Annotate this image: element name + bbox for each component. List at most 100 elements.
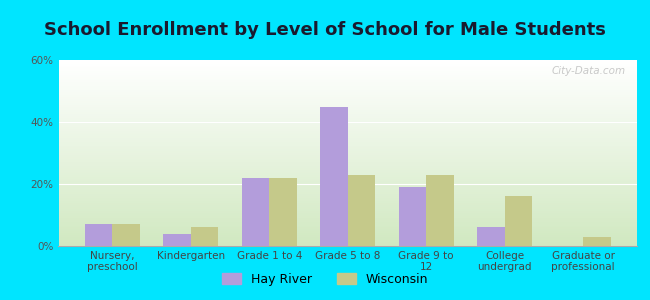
Bar bbox=[58, 110, 637, 112]
Bar bbox=[58, 94, 637, 95]
Bar bbox=[58, 226, 637, 227]
Bar bbox=[58, 173, 637, 175]
Bar bbox=[58, 123, 637, 125]
Bar bbox=[58, 237, 637, 239]
Bar bbox=[58, 80, 637, 82]
Bar bbox=[58, 105, 637, 106]
Bar bbox=[58, 82, 637, 84]
Bar bbox=[58, 242, 637, 244]
Bar bbox=[58, 190, 637, 192]
Text: School Enrollment by Level of School for Male Students: School Enrollment by Level of School for… bbox=[44, 21, 606, 39]
Bar bbox=[58, 209, 637, 211]
Bar bbox=[58, 108, 637, 110]
Bar bbox=[58, 140, 637, 142]
Bar bbox=[58, 88, 637, 90]
Bar bbox=[58, 73, 637, 75]
Bar bbox=[58, 200, 637, 201]
Bar bbox=[58, 160, 637, 162]
Bar bbox=[58, 142, 637, 144]
Bar bbox=[58, 224, 637, 226]
Bar bbox=[58, 157, 637, 159]
Bar bbox=[58, 112, 637, 114]
Bar bbox=[426, 175, 454, 246]
Bar bbox=[58, 131, 637, 133]
Bar bbox=[58, 127, 637, 129]
Bar bbox=[58, 147, 637, 149]
Bar bbox=[58, 159, 637, 161]
Bar bbox=[505, 196, 532, 246]
Bar bbox=[58, 168, 637, 170]
Bar bbox=[84, 224, 112, 246]
Bar bbox=[58, 101, 637, 103]
Bar bbox=[58, 84, 637, 86]
Text: City-Data.com: City-Data.com bbox=[551, 66, 625, 76]
Bar bbox=[58, 194, 637, 196]
Bar bbox=[58, 183, 637, 184]
Bar bbox=[58, 90, 637, 92]
Bar bbox=[58, 71, 637, 73]
Bar bbox=[58, 201, 637, 203]
Bar bbox=[58, 106, 637, 108]
Bar bbox=[58, 119, 637, 122]
Legend: Hay River, Wisconsin: Hay River, Wisconsin bbox=[217, 268, 433, 291]
Bar bbox=[58, 86, 637, 88]
Bar bbox=[58, 184, 637, 187]
Bar bbox=[320, 106, 348, 246]
Bar bbox=[269, 178, 297, 246]
Bar bbox=[58, 153, 637, 155]
Bar bbox=[398, 187, 426, 246]
Bar bbox=[58, 211, 637, 212]
Bar bbox=[58, 64, 637, 66]
Bar bbox=[58, 233, 637, 235]
Bar bbox=[58, 97, 637, 99]
Bar bbox=[58, 231, 637, 233]
Bar bbox=[58, 79, 637, 80]
Bar bbox=[58, 187, 637, 188]
Bar bbox=[58, 129, 637, 131]
Bar bbox=[242, 178, 269, 246]
Bar bbox=[58, 179, 637, 181]
Bar bbox=[58, 66, 637, 68]
Bar bbox=[58, 207, 637, 209]
Bar bbox=[58, 240, 637, 242]
Bar bbox=[58, 212, 637, 214]
Bar bbox=[58, 125, 637, 127]
Bar bbox=[58, 77, 637, 79]
Bar bbox=[58, 162, 637, 164]
Bar bbox=[348, 175, 375, 246]
Bar bbox=[58, 144, 637, 146]
Bar bbox=[58, 92, 637, 94]
Bar bbox=[112, 224, 140, 246]
Bar bbox=[58, 62, 637, 64]
Bar bbox=[58, 166, 637, 168]
Bar bbox=[163, 234, 190, 246]
Bar bbox=[58, 238, 637, 240]
Bar bbox=[58, 122, 637, 123]
Bar bbox=[58, 164, 637, 166]
Bar bbox=[58, 68, 637, 69]
Bar bbox=[583, 237, 611, 246]
Bar bbox=[58, 138, 637, 140]
Bar bbox=[58, 244, 637, 246]
Bar bbox=[58, 177, 637, 179]
Bar bbox=[58, 218, 637, 220]
Bar bbox=[58, 222, 637, 224]
Bar bbox=[58, 103, 637, 105]
Bar bbox=[58, 69, 637, 71]
Bar bbox=[58, 134, 637, 136]
Bar bbox=[58, 118, 637, 119]
Bar bbox=[58, 227, 637, 229]
Bar bbox=[58, 114, 637, 116]
Bar bbox=[58, 203, 637, 205]
Bar bbox=[58, 229, 637, 231]
Bar bbox=[58, 205, 637, 207]
Bar bbox=[58, 75, 637, 77]
Bar bbox=[190, 227, 218, 246]
Bar bbox=[58, 181, 637, 183]
Bar bbox=[58, 151, 637, 153]
Bar bbox=[58, 60, 637, 62]
Bar bbox=[58, 155, 637, 157]
Bar bbox=[58, 214, 637, 216]
Bar bbox=[58, 172, 637, 173]
Bar bbox=[58, 99, 637, 101]
